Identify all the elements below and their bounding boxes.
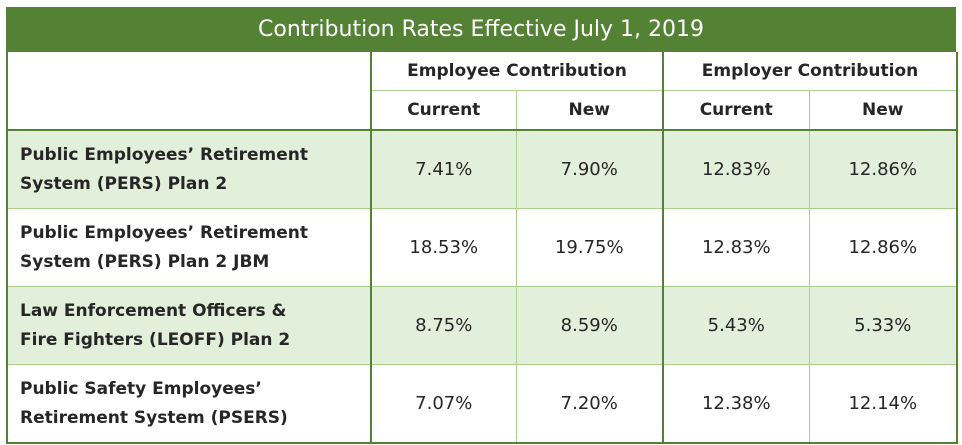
plan-name-line1: Public Safety Employees’ bbox=[20, 378, 262, 399]
employee-current-cell: 8.75% bbox=[370, 286, 516, 365]
table-title: Contribution Rates Effective July 1, 201… bbox=[6, 7, 956, 52]
header-employer-current: Current bbox=[662, 90, 810, 131]
plan-name-line2: Fire Fighters (LEOFF) Plan 2 bbox=[20, 329, 291, 350]
employer-current-cell: 5.43% bbox=[662, 286, 810, 365]
employer-new-cell: 12.86% bbox=[808, 130, 959, 209]
employee-new-cell: 7.90% bbox=[515, 130, 664, 209]
table-row: Public Safety Employees’ Retirement Syste… bbox=[6, 364, 959, 444]
contribution-rates-table: Employee Contribution Employer Contribut… bbox=[6, 52, 959, 444]
employee-current-cell: 18.53% bbox=[370, 208, 516, 287]
header-employee-contribution: Employee Contribution bbox=[369, 52, 664, 91]
plan-name: Law Enforcement Officers & Fire Fighters … bbox=[6, 286, 371, 365]
header-employer-new: New bbox=[808, 90, 959, 131]
plan-name: Public Safety Employees’ Retirement Syste… bbox=[6, 364, 371, 444]
employer-new-cell: 5.33% bbox=[808, 286, 959, 365]
plan-name: Public Employees’ Retirement System (PERS… bbox=[6, 208, 371, 287]
plan-name-line1: Public Employees’ Retirement bbox=[20, 222, 308, 243]
header-blank-cell bbox=[6, 52, 371, 131]
plan-name: Public Employees’ Retirement System (PERS… bbox=[6, 130, 371, 209]
employee-current-cell: 7.41% bbox=[370, 130, 516, 209]
employer-current-cell: 12.83% bbox=[662, 208, 810, 287]
table-row: Law Enforcement Officers & Fire Fighters … bbox=[6, 286, 959, 365]
plan-name-line2: Retirement System (PSERS) bbox=[20, 407, 288, 428]
plan-name-line1: Public Employees’ Retirement bbox=[20, 144, 308, 165]
employee-current-cell: 7.07% bbox=[370, 364, 516, 444]
employer-current-cell: 12.83% bbox=[662, 130, 810, 209]
employer-new-cell: 12.14% bbox=[808, 364, 959, 444]
header-row-subheaders: Current New Current New bbox=[7, 90, 959, 131]
table-row: Public Employees’ Retirement System (PERS… bbox=[6, 208, 959, 287]
employee-new-cell: 8.59% bbox=[515, 286, 664, 365]
plan-name-line2: System (PERS) Plan 2 JBM bbox=[20, 251, 270, 272]
contribution-rates-table-container: Contribution Rates Effective July 1, 201… bbox=[6, 7, 959, 444]
employee-new-cell: 7.20% bbox=[515, 364, 664, 444]
table-row: Public Employees’ Retirement System (PERS… bbox=[6, 130, 959, 209]
plan-name-line2: System (PERS) Plan 2 bbox=[20, 173, 228, 194]
employee-new-cell: 19.75% bbox=[515, 208, 664, 287]
header-employer-contribution: Employer Contribution bbox=[662, 52, 959, 91]
header-employee-current: Current bbox=[370, 90, 516, 131]
employer-new-cell: 12.86% bbox=[808, 208, 959, 287]
header-row-groups: Employee Contribution Employer Contribut… bbox=[6, 52, 959, 131]
employer-current-cell: 12.38% bbox=[662, 364, 810, 444]
header-employee-new: New bbox=[515, 90, 664, 131]
plan-name-line1: Law Enforcement Officers & bbox=[20, 300, 287, 321]
